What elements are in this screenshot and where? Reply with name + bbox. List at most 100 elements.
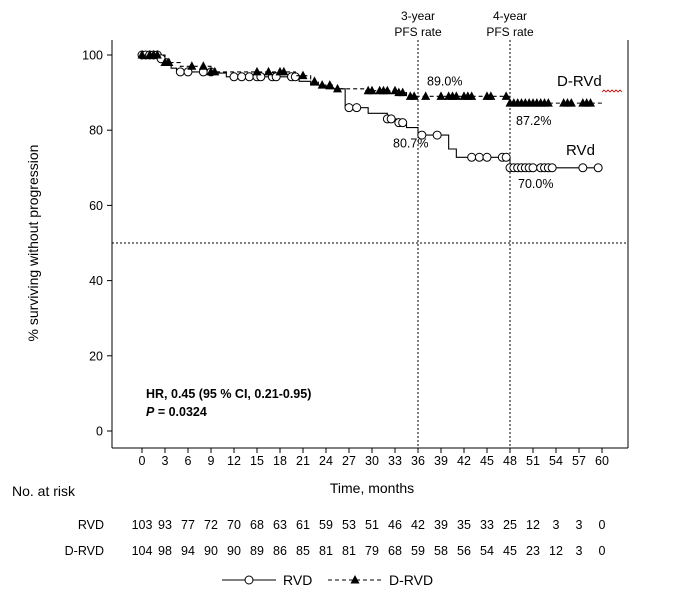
p-value: = 0.0324 — [154, 405, 207, 419]
censor-mark-d-rvd — [501, 91, 511, 100]
risk-count-d-rvd: 79 — [365, 544, 379, 558]
risk-count-rvd: 46 — [388, 518, 402, 532]
vref-label-4yr-line2: PFS rate — [486, 25, 534, 39]
risk-count-d-rvd: 94 — [181, 544, 195, 558]
censor-mark-d-rvd — [137, 50, 147, 59]
risk-count-d-rvd: 23 — [526, 544, 540, 558]
risk-count-d-rvd: 86 — [273, 544, 287, 558]
series-line-d-rvd — [142, 54, 602, 104]
censor-mark-rvd — [482, 152, 492, 162]
vref-label-3yr-line1: 3-year — [401, 9, 435, 23]
risk-count-rvd: 53 — [342, 518, 356, 532]
censor-mark-rvd — [547, 163, 557, 173]
risk-count-rvd: 25 — [503, 518, 517, 532]
censor-mark-rvd — [432, 130, 442, 140]
risk-count-rvd: 63 — [273, 518, 287, 532]
ytick-label-20: 20 — [89, 349, 103, 363]
xtick-label-51: 51 — [526, 454, 540, 468]
annotation-70-0pct: 70.0% — [518, 177, 553, 191]
legend-entry-drvd: D-RVD — [328, 572, 433, 588]
risk-count-rvd: 103 — [132, 518, 153, 532]
xtick-label-42: 42 — [457, 454, 471, 468]
risk-count-rvd: 12 — [526, 518, 540, 532]
xtick-label-60: 60 — [595, 454, 609, 468]
censor-mark-d-rvd — [325, 80, 335, 89]
xtick-label-54: 54 — [549, 454, 563, 468]
annotation-87-2pct: 87.2% — [516, 114, 551, 128]
censor-mark-d-rvd — [451, 91, 461, 100]
risk-count-d-rvd: 56 — [457, 544, 471, 558]
ytick-label-80: 80 — [89, 124, 103, 138]
risk-count-d-rvd: 90 — [227, 544, 241, 558]
xtick-label-15: 15 — [250, 454, 264, 468]
annotations-layer: 80.7% 70.0% 89.0% 87.2% — [393, 74, 553, 190]
risk-count-rvd: 51 — [365, 518, 379, 532]
spellcheck-underline — [601, 89, 623, 93]
xtick-label-6: 6 — [185, 454, 192, 468]
censor-mark-rvd — [386, 114, 396, 124]
series-d-rvd — [137, 50, 602, 107]
censor-mark-d-rvd — [279, 66, 289, 76]
censor-mark-rvd — [501, 152, 511, 162]
reference-lines — [112, 40, 628, 448]
x-axis-title: Time, months — [330, 480, 414, 496]
risk-count-d-rvd: 0 — [599, 544, 606, 558]
annotation-89-0pct: 89.0% — [427, 74, 462, 88]
xtick-label-39: 39 — [434, 454, 448, 468]
censor-mark-rvd — [183, 67, 193, 77]
xtick-label-57: 57 — [572, 454, 586, 468]
censor-mark-d-rvd — [210, 66, 220, 76]
censor-mark-rvd — [528, 163, 538, 173]
xtick-label-3: 3 — [162, 454, 169, 468]
censor-mark-d-rvd — [543, 98, 553, 107]
vref-label-4yr-line1: 4-year — [493, 9, 527, 23]
legend-drvd-marker — [350, 575, 360, 584]
censor-mark-d-rvd — [382, 85, 392, 95]
risk-count-rvd: 42 — [411, 518, 425, 532]
censor-mark-d-rvd — [310, 76, 319, 85]
legend-rvd-marker — [244, 575, 254, 585]
risk-count-rvd: 70 — [227, 518, 241, 532]
risk-count-d-rvd: 59 — [411, 544, 425, 558]
risk-count-d-rvd: 12 — [549, 544, 563, 558]
risk-count-d-rvd: 58 — [434, 544, 448, 558]
risk-count-rvd: 33 — [480, 518, 494, 532]
risk-count-d-rvd: 90 — [204, 544, 218, 558]
censor-mark-rvd — [398, 118, 408, 128]
censor-mark-d-rvd — [467, 91, 477, 100]
censor-mark-rvd — [175, 67, 185, 77]
vref-label-4yr: 4-year PFS rate — [486, 9, 534, 39]
axes — [111, 40, 629, 449]
xtick-label-27: 27 — [342, 454, 356, 468]
risk-row-label-drvd: D-RVD — [65, 544, 104, 558]
legend-entry-rvd: RVD — [222, 572, 312, 588]
censor-mark-rvd — [344, 103, 354, 113]
risk-count-rvd: 3 — [576, 518, 583, 532]
risk-count-rvd: 93 — [158, 518, 172, 532]
xtick-label-12: 12 — [227, 454, 241, 468]
risk-count-rvd: 35 — [457, 518, 471, 532]
censor-mark-rvd — [474, 152, 484, 162]
series-rvd — [137, 50, 603, 173]
y-axis-title: % surviving without progression — [25, 145, 41, 342]
ytick-label-60: 60 — [89, 199, 103, 213]
risk-count-d-rvd: 85 — [296, 544, 310, 558]
legend-drvd-label: D-RVD — [389, 572, 433, 588]
censor-mark-d-rvd — [333, 83, 342, 93]
ytick-label-100: 100 — [82, 49, 103, 63]
tick-marks — [107, 54, 603, 453]
censor-mark-rvd — [467, 152, 477, 162]
censor-mark-rvd — [290, 72, 300, 82]
risk-count-d-rvd: 81 — [319, 544, 333, 558]
censor-mark-d-rvd — [398, 87, 408, 97]
risk-count-rvd: 68 — [250, 518, 264, 532]
censor-mark-rvd — [237, 72, 247, 82]
censor-mark-d-rvd — [164, 57, 174, 67]
risk-count-d-rvd: 54 — [480, 544, 494, 558]
curve-label-rvd: RVd — [566, 142, 595, 159]
risk-count-rvd: 61 — [296, 518, 310, 532]
y-tick-labels: 0 20 40 60 80 100 — [82, 49, 103, 439]
ytick-label-0: 0 — [96, 425, 103, 439]
censor-mark-d-rvd — [586, 98, 595, 107]
